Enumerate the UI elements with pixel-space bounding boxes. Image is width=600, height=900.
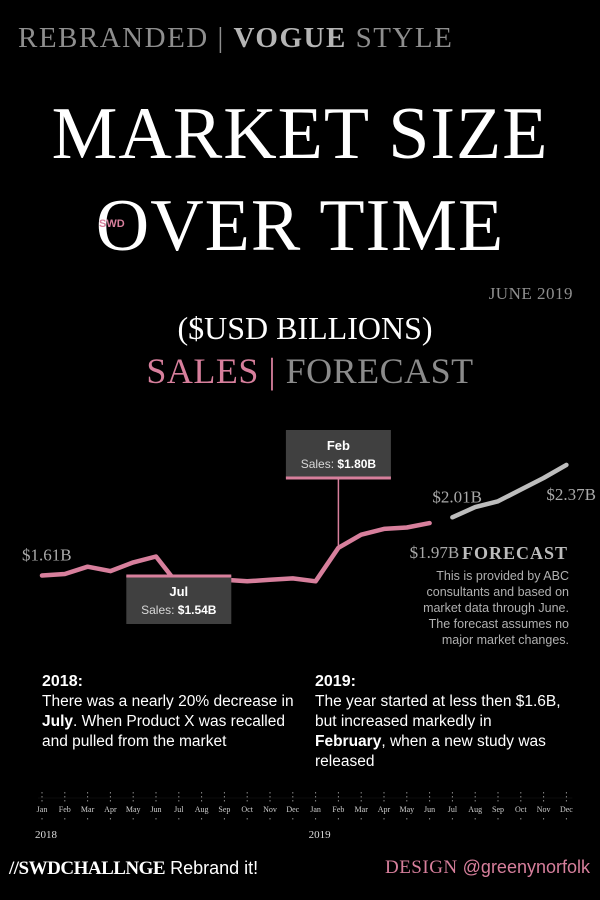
footer-hashtag: //SWDCHALLNGE Rebrand it! <box>9 858 258 880</box>
sales-point <box>108 569 112 573</box>
note-2019-text-a: The year started at less then $1.6B, but… <box>315 693 561 730</box>
note-2019-body: The year started at less then $1.6B, but… <box>315 692 565 772</box>
value-label: $1.61B <box>22 545 72 564</box>
kicker-style: STYLE <box>346 22 454 54</box>
callout-box <box>285 430 391 478</box>
legend-forecast: FORECAST <box>285 351 474 391</box>
forecast-point <box>542 476 546 480</box>
x-tick-label: May <box>399 805 414 814</box>
x-tick-label: Sep <box>492 805 504 814</box>
x-tick-label: Oct <box>241 805 253 814</box>
note-2019-title: 2019: <box>315 673 356 690</box>
forecast-point <box>564 463 568 467</box>
legend-separator: | <box>258 351 286 391</box>
sales-point <box>86 565 90 569</box>
callout-month: Feb <box>327 438 350 453</box>
footer-credit: DESIGN @greenynorfolk <box>385 857 590 879</box>
note-2019-text-b: , when a new study was released <box>315 733 546 770</box>
page-kicker: REBRANDED | VOGUE STYLE <box>18 22 453 55</box>
swd-badge: SWD <box>99 218 125 230</box>
kicker-vogue: VOGUE <box>233 22 347 54</box>
callout-value: Sales: $1.54B <box>141 603 217 617</box>
callout-box <box>126 576 232 624</box>
forecast-point <box>473 505 477 509</box>
sales-point <box>405 525 409 529</box>
note-2018-text-a: There was a nearly 20% decrease in <box>42 693 294 710</box>
callout-value-number: $1.54B <box>178 603 217 617</box>
note-2018-body: There was a nearly 20% decrease in July.… <box>42 692 302 752</box>
footer-hashtag-tag: //SWDCHALLNGE <box>9 858 166 879</box>
sales-point <box>245 579 249 583</box>
x-tick-label: Nov <box>537 805 551 814</box>
sales-point <box>131 560 135 564</box>
value-label: $2.37B <box>546 485 596 504</box>
note-2018-title: 2018: <box>42 673 83 690</box>
x-tick-label: Aug <box>468 805 482 814</box>
x-tick-label: Feb <box>59 805 71 814</box>
unit-subtitle: ($USD BILLIONS) <box>177 310 433 346</box>
sales-point <box>428 521 432 525</box>
value-label: $2.01B <box>432 487 482 506</box>
x-tick-label: Jan <box>310 805 321 814</box>
callout-value-label: Sales: <box>141 603 178 617</box>
x-tick-label: May <box>126 805 141 814</box>
x-tick-label: Jun <box>424 805 435 814</box>
title-line-2: OVER TIME <box>95 185 505 267</box>
legend-sales: SALES <box>146 351 259 391</box>
kicker-separator: | <box>208 22 234 54</box>
x-tick-label: Jul <box>448 805 458 814</box>
sales-point <box>154 555 158 559</box>
x-tick-label: Jan <box>37 805 48 814</box>
sales-point <box>40 573 44 577</box>
sales-point <box>63 572 67 576</box>
callout-value-number: $1.80B <box>337 457 376 471</box>
footer-handle: @greenynorfolk <box>457 857 590 877</box>
callout-value-label: Sales: <box>301 457 338 471</box>
x-year-label: 2019 <box>309 829 332 841</box>
value-label: $1.97B <box>410 543 460 562</box>
callout-value: Sales: $1.80B <box>301 457 377 471</box>
sales-line <box>39 520 432 588</box>
note-2018-text-b: . When Product X was recalled and pulled… <box>42 713 285 750</box>
forecast-note-title: FORECAST <box>461 543 568 563</box>
x-tick-label: Sep <box>218 805 230 814</box>
title-line-1: MARKET SIZE <box>51 93 549 175</box>
series-legend: SALES | FORECAST <box>0 350 600 392</box>
kicker-rebranded: REBRANDED <box>18 22 209 54</box>
x-tick-label: Jul <box>174 805 184 814</box>
x-tick-label: Mar <box>355 805 369 814</box>
date-label: JUNE 2019 <box>488 284 573 303</box>
note-2019-emphasis: February <box>315 733 382 750</box>
sales-point <box>359 533 363 537</box>
callout-month: Jul <box>169 584 188 599</box>
x-tick-label: Apr <box>378 805 391 814</box>
forecast-point <box>450 515 454 519</box>
forecast-line <box>450 462 569 520</box>
x-tick-label: Feb <box>332 805 344 814</box>
x-tick-label: Apr <box>104 805 117 814</box>
x-tick-label: Dec <box>286 805 299 814</box>
market-size-chart: $1.61B $1.97B $2.01B $2.37B Feb Sales: $1.80B… <box>22 430 596 841</box>
forecast-point <box>496 499 500 503</box>
forecast-note-body: This is provided by ABC consultants and … <box>423 569 569 647</box>
x-tick-label: Jun <box>150 805 161 814</box>
forecast-point <box>519 488 523 492</box>
footer-design-label: DESIGN <box>384 857 458 878</box>
footer-message: Rebrand it! <box>165 858 259 878</box>
sales-point <box>382 527 386 531</box>
note-2018-emphasis: July <box>42 713 74 730</box>
x-tick-label: Dec <box>560 805 573 814</box>
sales-point <box>314 579 318 583</box>
x-tick-label: Oct <box>515 805 527 814</box>
x-tick-label: Nov <box>263 805 277 814</box>
x-year-label: 2018 <box>35 829 58 841</box>
sales-point <box>291 576 295 580</box>
x-tick-label: Aug <box>195 805 209 814</box>
sales-point <box>268 578 272 582</box>
x-tick-label: Mar <box>81 805 95 814</box>
